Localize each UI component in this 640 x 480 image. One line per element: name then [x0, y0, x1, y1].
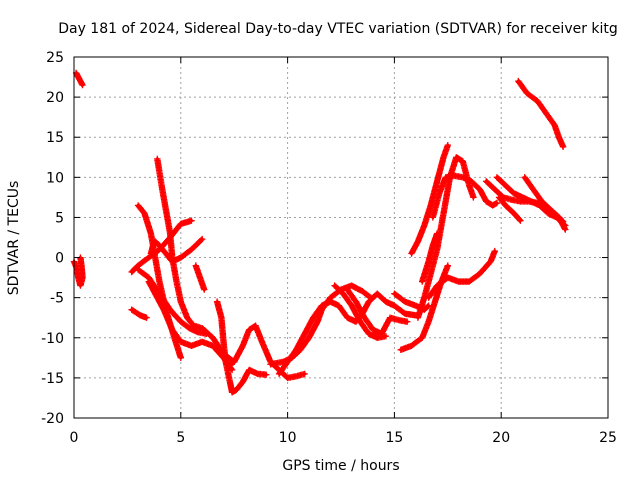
- plus-markers: [267, 282, 375, 368]
- plus-markers: [192, 262, 208, 293]
- y-tick-label: 15: [46, 130, 64, 146]
- y-tick-label: 10: [46, 170, 64, 186]
- series-arc-11: [213, 298, 270, 396]
- y-tick-label: 25: [46, 50, 64, 66]
- series-arc-28: [515, 77, 567, 150]
- x-tick-label: 5: [176, 430, 185, 446]
- series-arc-22: [429, 172, 501, 221]
- x-tick-label: 10: [279, 430, 297, 446]
- plus-markers: [128, 306, 150, 321]
- series-arc-16: [344, 286, 411, 337]
- plus-markers: [521, 174, 569, 233]
- x-tick-labels: 0 5 10 15 20 25: [70, 430, 617, 446]
- series-arc-15: [331, 282, 390, 341]
- y-tick-label: 5: [55, 210, 64, 226]
- series-arc-01: [72, 69, 86, 89]
- plus-markers: [419, 230, 441, 285]
- x-tick-label: 25: [599, 430, 617, 446]
- plus-markers: [344, 286, 411, 337]
- chart-title: Day 181 of 2024, Sidereal Day-to-day VTE…: [58, 21, 618, 37]
- plus-markers: [331, 282, 390, 341]
- series-arc-06: [134, 266, 210, 337]
- series-arc-19: [408, 142, 451, 257]
- series-arc-13: [267, 282, 375, 368]
- series-arc-26: [495, 194, 524, 224]
- y-tick-label: -5: [50, 291, 64, 307]
- series-arc-03: [128, 306, 150, 321]
- plus-markers: [515, 77, 567, 150]
- series-arc-27: [521, 174, 569, 233]
- grid: [74, 57, 608, 418]
- data-series: [70, 69, 569, 396]
- x-tick-label: 0: [70, 430, 79, 446]
- plus-markers: [72, 69, 86, 89]
- y-tick-label: 0: [55, 251, 64, 267]
- y-tick-label: -15: [41, 371, 64, 387]
- series-arc-20: [414, 154, 477, 321]
- y-tick-label: -20: [41, 411, 64, 427]
- plus-markers: [213, 298, 270, 396]
- plus-markers: [154, 155, 238, 365]
- series-arc-25: [493, 174, 569, 229]
- series-arc-08: [154, 155, 238, 365]
- y-axis-label: SDTVAR / TECUs: [6, 181, 22, 296]
- series-arc-02: [70, 254, 86, 289]
- plus-markers: [429, 172, 501, 221]
- plot-frame: [73, 56, 609, 419]
- plus-markers: [414, 154, 477, 321]
- x-axis-label: GPS time / hours: [282, 458, 399, 474]
- y-tick-label: 20: [46, 90, 64, 106]
- plus-markers: [408, 142, 451, 257]
- y-tick-labels: -20 -15 -10 -5 0 5 10 15 20 25: [41, 50, 64, 427]
- x-tick-label: 15: [385, 430, 403, 446]
- plus-markers: [495, 194, 524, 224]
- series-arc-21: [419, 230, 441, 285]
- axis-ticks: [73, 56, 609, 419]
- plus-markers: [425, 247, 498, 301]
- series-arc-10: [192, 262, 208, 293]
- series-arc-23: [425, 247, 498, 301]
- x-tick-label: 20: [492, 430, 510, 446]
- y-tick-label: -10: [41, 331, 64, 347]
